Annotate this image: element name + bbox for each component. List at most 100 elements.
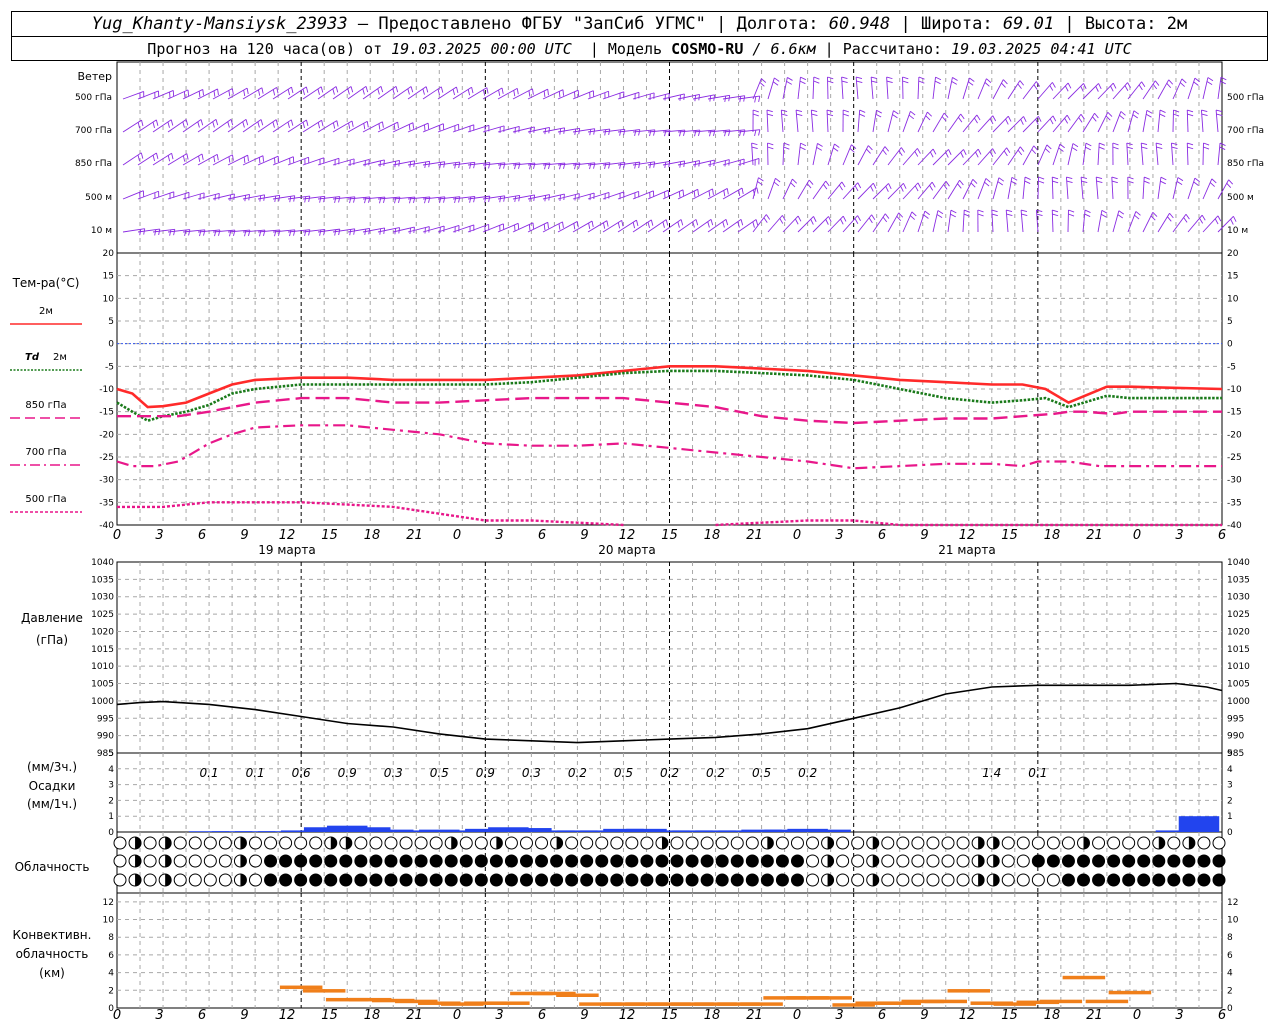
wind-barb-feather <box>353 196 356 203</box>
hour-tick-temp: 18 <box>1044 528 1061 543</box>
wind-barb-feather <box>1006 209 1013 212</box>
wind-barb <box>467 162 490 166</box>
cloud-symbol-half <box>661 837 668 849</box>
wind-barb-feather <box>1001 82 1006 88</box>
wind-barb-feather <box>1023 116 1027 123</box>
wind-barb-feather <box>243 156 246 164</box>
conv-tick-left: 10 <box>103 916 115 926</box>
wind-barb <box>1170 143 1174 166</box>
wind-barb-feather <box>1038 180 1045 184</box>
wind-barb-feather <box>602 222 606 229</box>
cloud-symbol <box>1092 873 1106 887</box>
wind-barb <box>1007 80 1021 100</box>
legend-label: 2м <box>53 352 67 363</box>
wind-barb <box>347 196 370 200</box>
wind-barb <box>137 228 160 233</box>
wind-barb-feather <box>724 130 727 137</box>
wind-barb <box>855 77 859 100</box>
wind-barb-feather <box>425 86 429 93</box>
day-label: 20 марта <box>598 543 655 557</box>
wind-barb <box>662 189 684 200</box>
wind-barb <box>812 76 815 100</box>
wind-barb-feather <box>1118 210 1125 215</box>
cloud-symbol <box>354 836 368 850</box>
wind-barb <box>812 216 829 233</box>
wind-barb-feather <box>1049 85 1054 91</box>
wind-barb-feather <box>902 80 909 84</box>
precip-tick-left: 2 <box>108 796 114 806</box>
wind-barb-feather <box>710 219 714 226</box>
cloud-symbol <box>218 836 232 850</box>
cloud-symbol <box>1212 836 1226 850</box>
wind-barb-feather <box>170 119 174 126</box>
hour-tick-temp: 15 <box>1001 528 1018 543</box>
conv-bar <box>302 989 346 993</box>
wind-barb <box>1082 113 1095 133</box>
wind-barb-feather <box>903 183 907 189</box>
wind-barb <box>1157 110 1161 133</box>
wind-barb <box>347 86 367 100</box>
wind-barb-feather <box>834 143 840 148</box>
wind-barb <box>332 196 355 200</box>
wind-barb <box>617 190 639 200</box>
wind-barb-feather <box>825 180 830 187</box>
cloud-symbol <box>203 854 217 868</box>
wind-barb <box>602 161 625 166</box>
alt-label: Высота: <box>1084 14 1157 34</box>
wind-barb-feather <box>351 120 354 127</box>
cloud-symbol <box>715 854 729 868</box>
cloud-symbol <box>896 854 910 868</box>
wind-barb-feather <box>262 155 265 162</box>
wind-barb <box>872 110 877 133</box>
wind-barb-feather <box>992 148 996 154</box>
cloud-symbol-half <box>556 837 563 849</box>
wind-barb-feather <box>276 87 279 94</box>
legend-label: 500 гПа <box>25 494 66 505</box>
cloud-symbol <box>459 836 473 850</box>
wind-barb <box>512 126 535 133</box>
wind-barb-feather <box>1080 176 1088 179</box>
wind-barb-feather <box>488 196 491 203</box>
wind-barb-feather <box>293 229 296 236</box>
cloud-symbol <box>474 836 488 850</box>
wind-barb-feather <box>1159 109 1166 113</box>
wind-barb-feather <box>604 162 607 170</box>
conv-bar <box>441 1002 484 1006</box>
temp-tick-right: 10 <box>1227 294 1239 304</box>
wind-barb-feather <box>529 127 531 134</box>
wind-barb-feather <box>486 87 489 94</box>
wind-barb-feather <box>562 221 564 228</box>
wind-barb-feather <box>755 219 759 226</box>
wind-level-label-left: 700 гПа <box>75 126 112 136</box>
temp-tick-left: 15 <box>103 272 114 282</box>
conv-bar <box>1039 999 1083 1004</box>
cloud-symbol <box>670 836 684 850</box>
wind-barb <box>842 182 859 200</box>
wind-barb <box>182 153 203 166</box>
wind-barb <box>362 86 382 100</box>
wind-barb <box>887 147 902 166</box>
wind-barb-feather <box>1036 213 1043 217</box>
wind-barb-feather <box>989 118 994 125</box>
wind-barb-feather <box>871 76 878 79</box>
wind-barb-feather <box>832 147 839 152</box>
wind-barb-feather <box>182 121 185 128</box>
cloud-symbol <box>339 854 353 868</box>
conv-bar <box>325 997 369 1002</box>
hour-tick-conv: 15 <box>1001 1008 1018 1023</box>
wind-barb <box>947 149 964 166</box>
wind-barb-feather <box>1132 114 1139 119</box>
prec-frame <box>116 752 1223 833</box>
wind-barb-feather <box>872 183 877 189</box>
temp-tick-right: -35 <box>1227 498 1242 508</box>
wind-barb <box>347 158 370 166</box>
wind-barb-feather <box>1171 146 1178 150</box>
wind-barb <box>482 162 505 166</box>
cloud-symbol <box>218 854 232 868</box>
wind-barb-feather <box>338 196 341 203</box>
wind-barb-feather <box>200 119 204 126</box>
wind-barb <box>812 180 827 200</box>
wind-barb-feather <box>484 162 487 169</box>
wind-barb <box>1035 210 1039 233</box>
wind-barb-feather <box>752 221 755 228</box>
